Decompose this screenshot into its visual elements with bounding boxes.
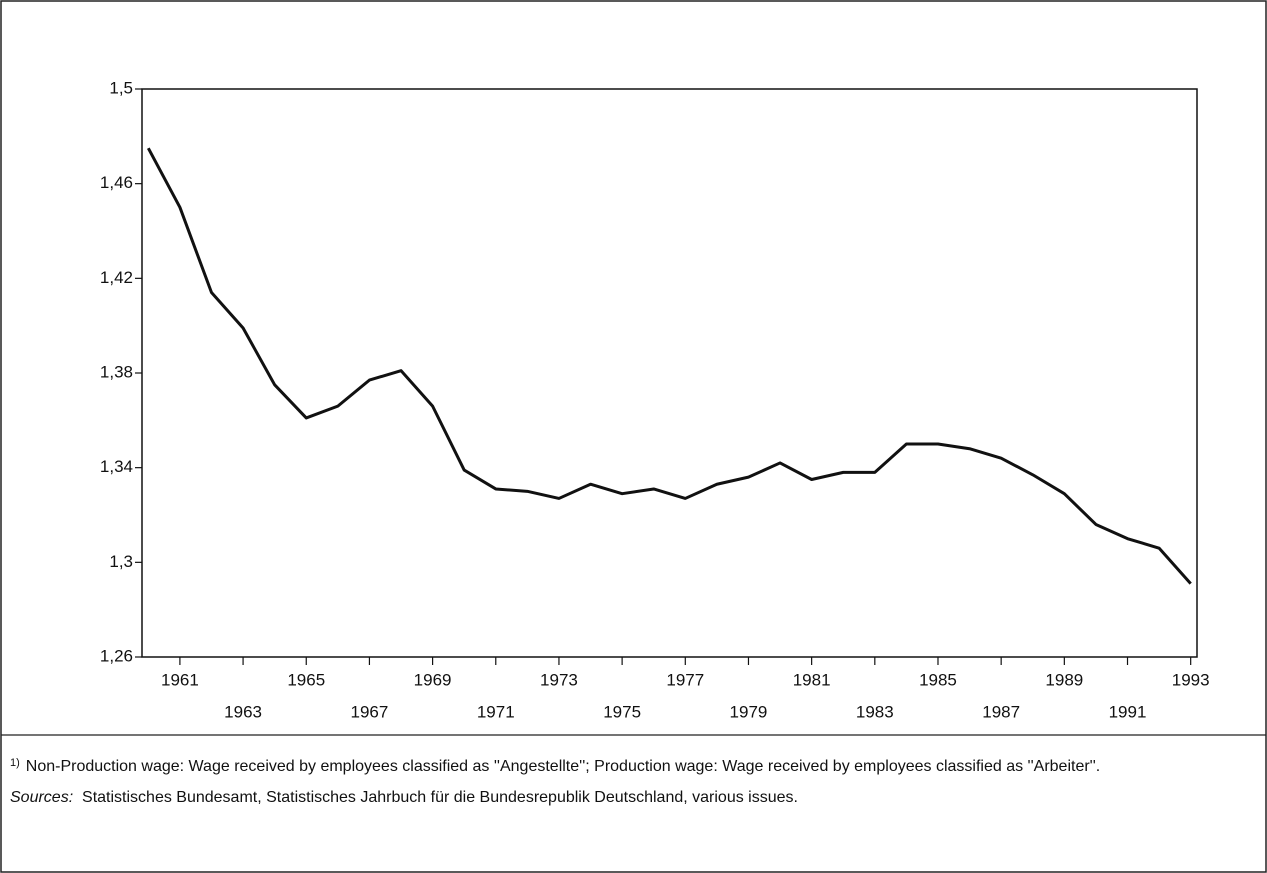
x-tick-label: 1991 (1109, 702, 1147, 721)
plot-area (141, 88, 1198, 658)
x-tick-label: 1969 (414, 670, 452, 689)
x-tick-label: 1983 (856, 702, 894, 721)
footnote-text: Non-Production wage: Wage received by em… (25, 758, 1101, 775)
y-tick-label: 1,26 (100, 646, 133, 665)
line (146, 147, 1192, 585)
footnotes: 1) Non-Production wage: Wage received by … (10, 752, 1258, 817)
y-tick-label: 1,42 (100, 268, 133, 287)
x-tick-label: 1975 (603, 702, 641, 721)
footnote-marker: 1) (10, 757, 20, 769)
y-tick-label: 1,38 (100, 362, 133, 381)
x-tick-label: 1967 (351, 702, 389, 721)
x-tick-label: 1993 (1172, 670, 1210, 689)
y-tick-label: 1,3 (109, 552, 133, 571)
x-tick-label: 1981 (793, 670, 831, 689)
x-tick-label: 1985 (919, 670, 957, 689)
x-tick-label: 1989 (1045, 670, 1083, 689)
x-tick-label: 1977 (666, 670, 704, 689)
sources: Sources: Statistisches Bundesamt, Statis… (10, 786, 1258, 809)
y-tick-label: 1,34 (100, 457, 133, 476)
x-tick-label: 1973 (540, 670, 578, 689)
y-tick-label: 1,46 (100, 173, 133, 192)
y-tick-label: 1,5 (109, 78, 133, 97)
x-tick-label: 1965 (287, 670, 325, 689)
x-tick-label: 1971 (477, 702, 515, 721)
x-tick-label: 1979 (730, 702, 768, 721)
x-tick-label: 1961 (161, 670, 199, 689)
sources-text: Statistisches Bundesamt, Statistisches J… (82, 789, 798, 806)
footnote: 1) Non-Production wage: Wage received by … (10, 752, 1258, 778)
sources-label: Sources: (10, 789, 74, 806)
x-tick-label: 1987 (982, 702, 1020, 721)
x-tick-label: 1963 (224, 702, 262, 721)
